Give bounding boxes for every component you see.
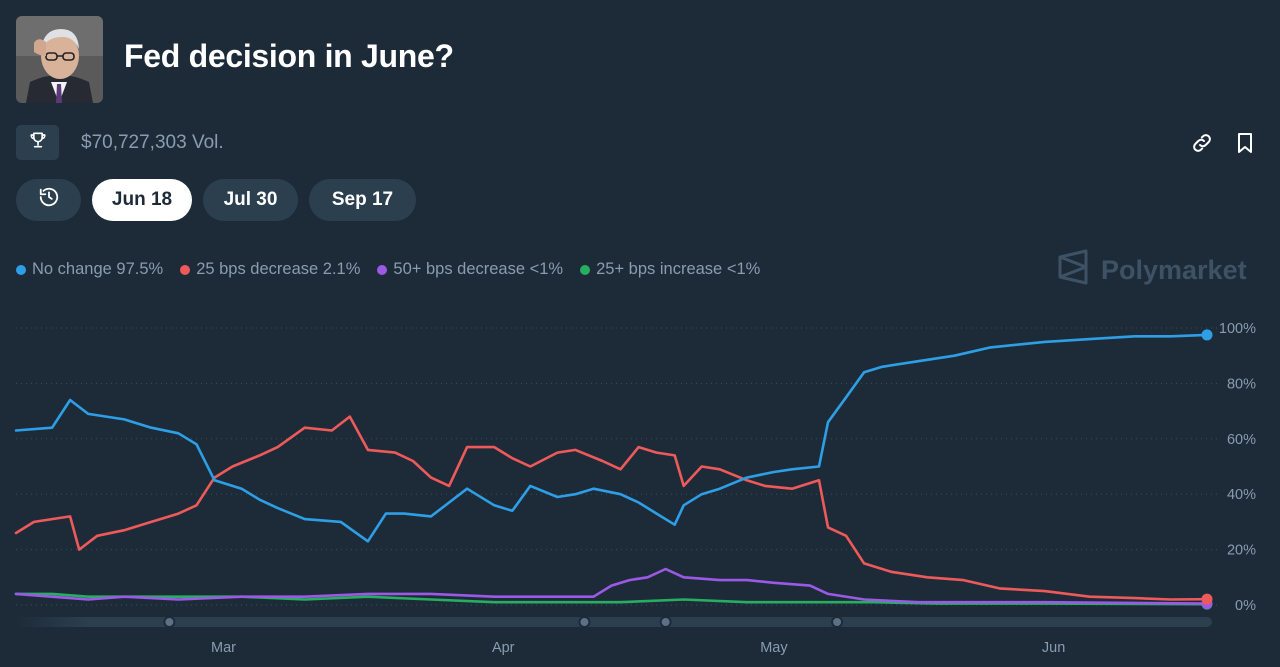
price-chart[interactable]: 100% 80% 60% 40% 20% 0% Mar Apr May Jun: [0, 310, 1280, 667]
legend-item-no-change: No change 97.5%: [16, 260, 163, 279]
legend-label: 50+ bps decrease <1%: [393, 260, 564, 278]
series-end-point: [1201, 593, 1213, 605]
polymarket-logo-icon: [1057, 249, 1101, 292]
legend-item-25bps-decrease: 25 bps decrease 2.1%: [180, 260, 360, 279]
y-tick-label: 80%: [1227, 376, 1256, 392]
tab-jul-30[interactable]: Jul 30: [203, 179, 298, 221]
tab-sep-17[interactable]: Sep 17: [309, 179, 416, 221]
brand-name: Polymarket: [1101, 254, 1247, 285]
scrubber-handle[interactable]: [659, 616, 672, 628]
y-tick-label: 60%: [1227, 432, 1256, 448]
legend-dot: [16, 264, 26, 275]
y-tick-label: 0%: [1235, 598, 1256, 614]
bookmark-icon[interactable]: [1233, 131, 1257, 155]
legend-dot: [180, 264, 191, 275]
x-tick-label: Mar: [211, 640, 236, 656]
x-tick-label: Apr: [492, 640, 515, 656]
history-icon: [38, 186, 60, 214]
history-button[interactable]: [16, 179, 81, 221]
polymarket-brand: Polymarket: [1057, 249, 1247, 288]
scrubber-handle[interactable]: [163, 616, 176, 628]
y-tick-label: 40%: [1227, 487, 1256, 503]
legend-dot: [580, 264, 591, 275]
y-tick-label: 100%: [1219, 321, 1256, 337]
x-tick-label: Jun: [1042, 640, 1065, 656]
market-title: Fed decision in June?: [124, 38, 454, 74]
market-avatar: [16, 16, 103, 103]
chart-legend: No change 97.5% 25 bps decrease 2.1% 50+…: [16, 260, 760, 279]
link-icon[interactable]: [1190, 131, 1214, 155]
legend-label: 25 bps decrease 2.1%: [196, 260, 361, 278]
legend-item-25bps-increase: 25+ bps increase <1%: [580, 260, 760, 279]
series-line-no-change: [14, 333, 1209, 543]
legend-dot: [377, 264, 388, 275]
time-scrubber-track[interactable]: [16, 617, 1212, 627]
series-line-25-bps-decrease: [14, 415, 1209, 601]
scrubber-handle[interactable]: [578, 616, 591, 628]
trophy-button[interactable]: [16, 125, 59, 160]
scrubber-handle[interactable]: [831, 616, 844, 628]
legend-label: No change 97.5%: [32, 260, 164, 278]
legend-item-50bps-decrease: 50+ bps decrease <1%: [377, 260, 563, 279]
series-end-point: [1201, 329, 1213, 341]
x-tick-label: May: [760, 640, 788, 656]
trophy-icon: [28, 130, 48, 155]
legend-label: 25+ bps increase <1%: [596, 260, 761, 278]
tab-jun-18[interactable]: Jun 18: [92, 179, 192, 221]
y-tick-label: 20%: [1227, 543, 1256, 559]
volume-text: $70,727,303 Vol.: [81, 132, 224, 153]
series-line-50-bps-decrease: [14, 567, 1209, 605]
